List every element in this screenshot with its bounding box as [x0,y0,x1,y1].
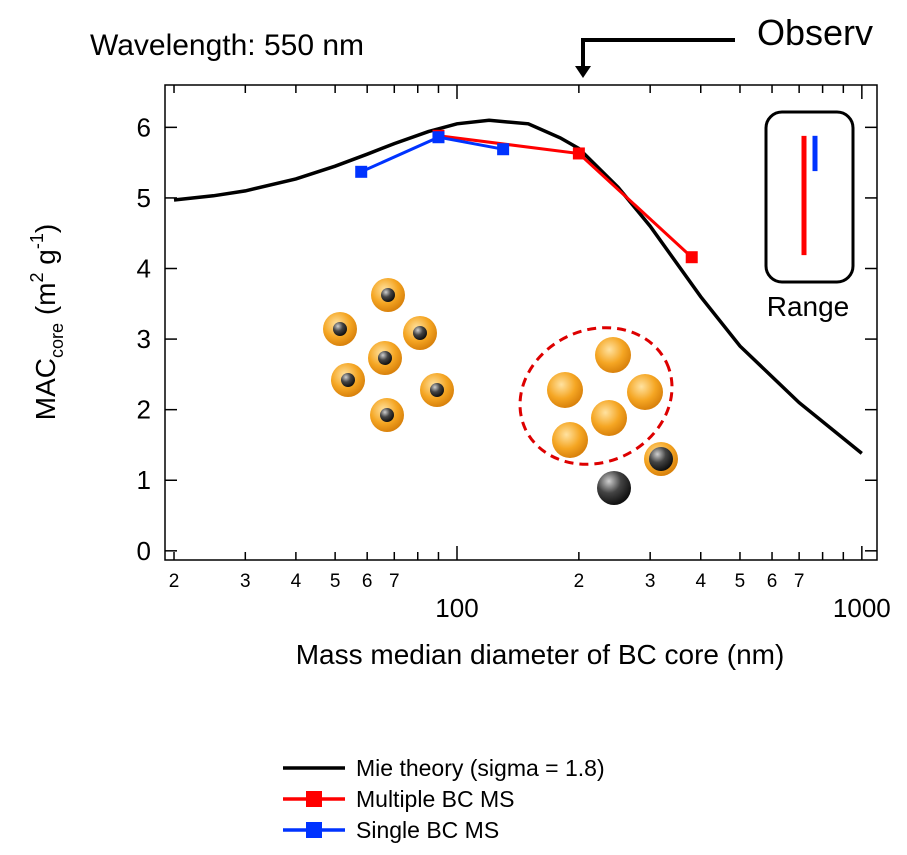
legend-label: Mie theory (sigma = 1.8) [356,755,605,781]
marker [572,147,585,160]
plot-frame [164,84,878,561]
marker [432,131,445,144]
x-axis-label: Mass median diameter of BC core (nm) [296,639,785,670]
y-tick-label: 2 [137,395,151,425]
x-tick-label: 3 [645,571,656,592]
x-tick-label: 3 [240,571,251,592]
y-axis-label-text: MACcore (m2 g-1) [27,224,67,420]
y-axis-label-part: -1 [27,233,47,249]
x-tick-label: 2 [574,571,585,592]
y-tick-label: 0 [137,536,151,566]
x-tick-label: 6 [767,571,778,592]
y-tick-label: 1 [137,465,151,495]
range-label: Range [767,291,850,322]
x-tick-label: 7 [794,571,805,592]
x-tick-label: 4 [695,571,706,592]
arrow-head [575,66,591,78]
x-tick-label: 5 [735,571,746,592]
marker [355,165,368,178]
y-axis-label-part: core [47,323,67,358]
y-axis-label-part: 2 [27,273,47,283]
x-tick-label: 2 [169,571,180,592]
x-tick-label: 5 [330,571,341,592]
y-axis-label-part: MAC [30,358,61,420]
chart-title: Wavelength: 550 nm [90,29,364,62]
series-line [173,118,863,455]
legend-label: Single BC MS [356,817,499,843]
marker [685,251,698,264]
y-tick-label: 4 [137,254,151,284]
x-tick-label: 4 [291,571,302,592]
annotation: Observ [757,12,873,53]
series-line [438,134,693,259]
illustration [323,278,678,505]
legend-marker [306,791,322,807]
x-tick-label: 7 [389,571,400,592]
legend-label: Multiple BC MS [356,786,514,812]
x-tick-label: 1000 [833,593,891,623]
legend-marker [306,822,322,838]
y-axis-label-part: (m [30,283,61,323]
x-tick-label: 100 [435,593,478,623]
range-box [764,110,855,284]
y-tick-label: 3 [137,324,151,354]
arrow [581,38,735,68]
y-axis-label: MACcore (m2 g-1) [27,224,67,420]
y-axis-label-part: g [30,249,61,272]
marker [497,143,510,156]
y-tick-label: 5 [137,183,151,213]
y-tick-label: 6 [137,112,151,142]
y-axis-label-part: ) [30,224,61,233]
x-tick-label: 6 [362,571,373,592]
